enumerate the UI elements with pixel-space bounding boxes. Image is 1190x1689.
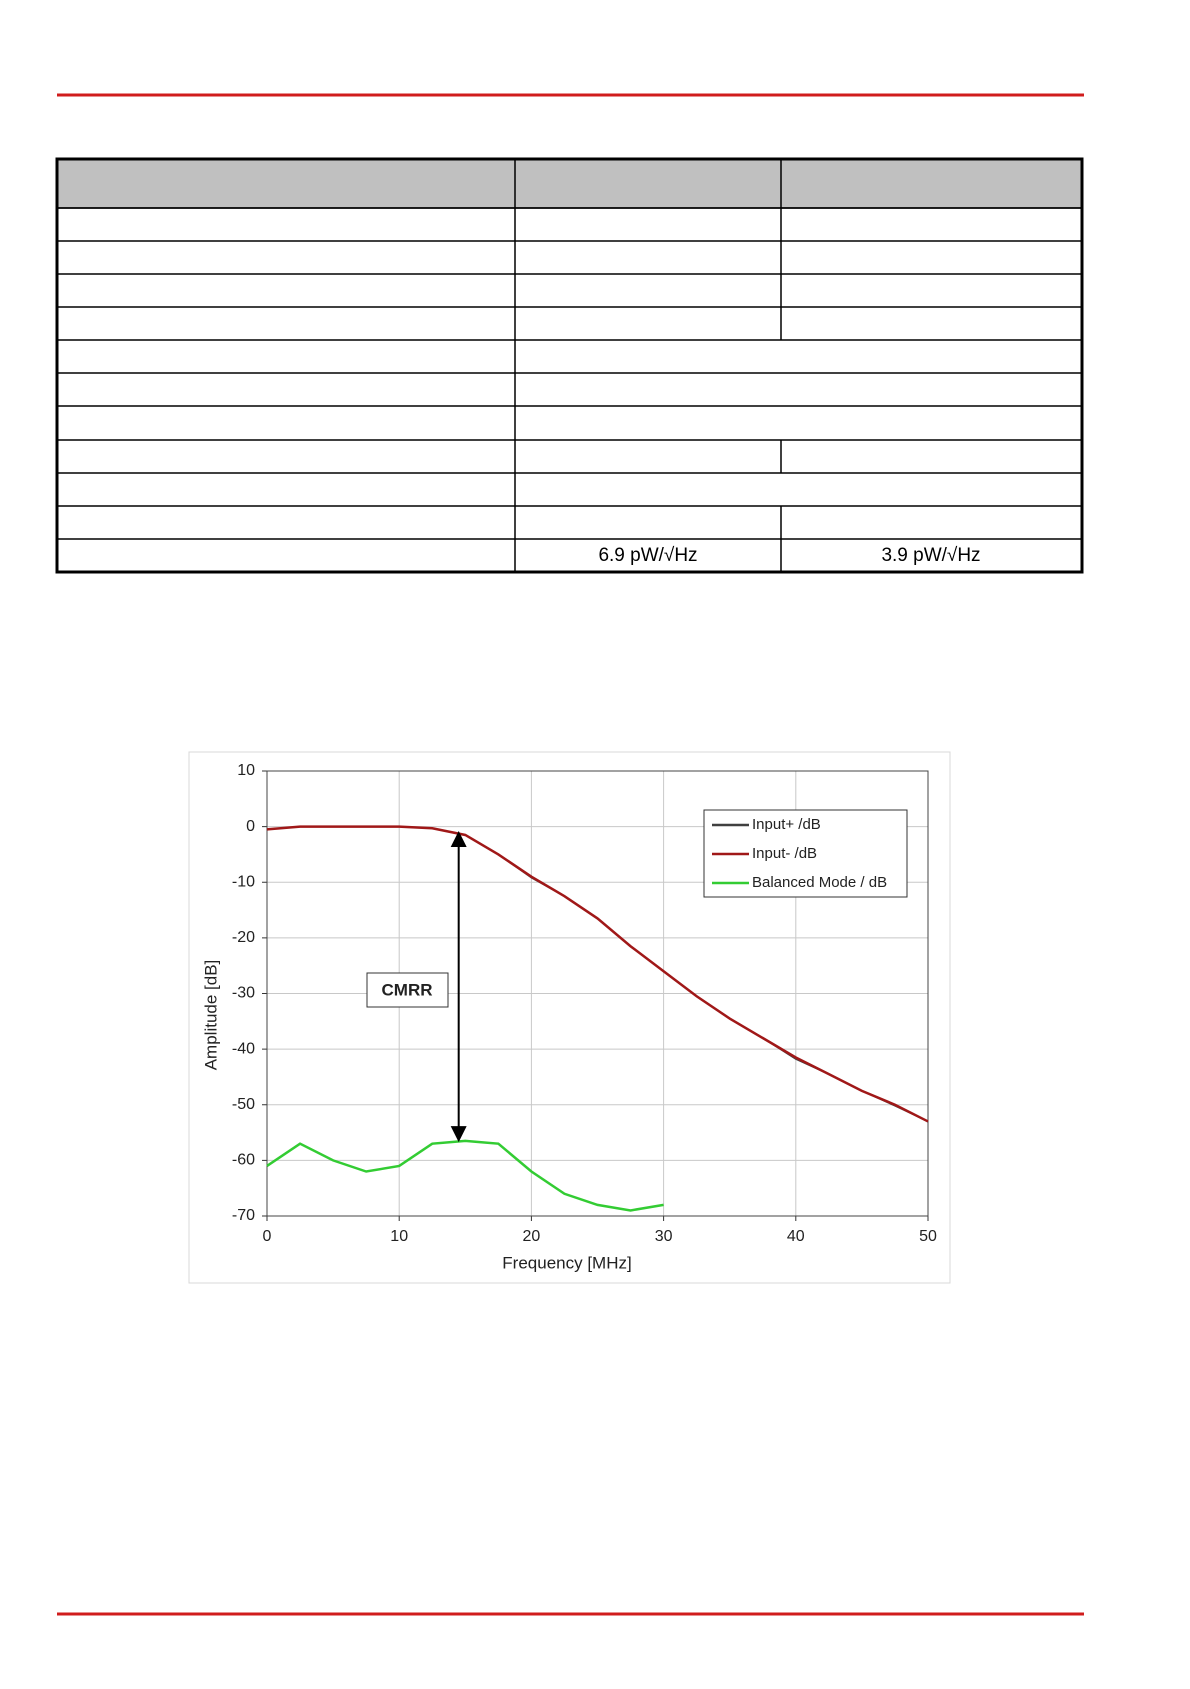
x-tick-label: 20 xyxy=(523,1228,541,1245)
x-tick-label: 50 xyxy=(919,1228,937,1245)
table-header xyxy=(56,158,1083,209)
spec-table xyxy=(55,157,1084,574)
cell-text: 6.9 pW/√Hz xyxy=(598,545,697,566)
legend-label: Input+ /dB xyxy=(752,816,821,833)
annotation: CMRR xyxy=(382,980,433,999)
y-tick-label: -20 xyxy=(232,929,255,946)
table-border xyxy=(55,157,1084,574)
x-tick-label: 0 xyxy=(263,1228,272,1245)
y-tick-label: 0 xyxy=(246,818,255,835)
annotation-box xyxy=(366,972,449,1008)
legend-label: Input- /dB xyxy=(752,845,817,862)
y-tick-label: -70 xyxy=(232,1207,255,1224)
y-axis-label: Amplitude [dB] xyxy=(201,960,220,1071)
y-tick-label: -60 xyxy=(232,1152,255,1169)
legend-label: Balanced Mode / dB xyxy=(752,874,887,891)
x-tick-label: 40 xyxy=(787,1228,805,1245)
y-tick-label: -10 xyxy=(232,873,255,890)
y-tick-label: 10 xyxy=(237,762,255,779)
y-tick-label: -40 xyxy=(232,1040,255,1057)
x-axis-label: Frequency [MHz] xyxy=(502,1253,631,1272)
chart: -70 -60 -50 -40 -30 -20 -10 0 10 0 10 20 30 40 50 CMRR I… xyxy=(232,762,937,1245)
x-tick-label: 10 xyxy=(390,1228,408,1245)
series-line xyxy=(266,825,929,1123)
y-tick-label: -50 xyxy=(232,1096,255,1113)
y-tick-label: -30 xyxy=(232,985,255,1002)
cell-text: 3.9 pW/√Hz xyxy=(881,545,980,566)
x-tick-label: 30 xyxy=(655,1228,673,1245)
plot-border xyxy=(266,770,929,1217)
